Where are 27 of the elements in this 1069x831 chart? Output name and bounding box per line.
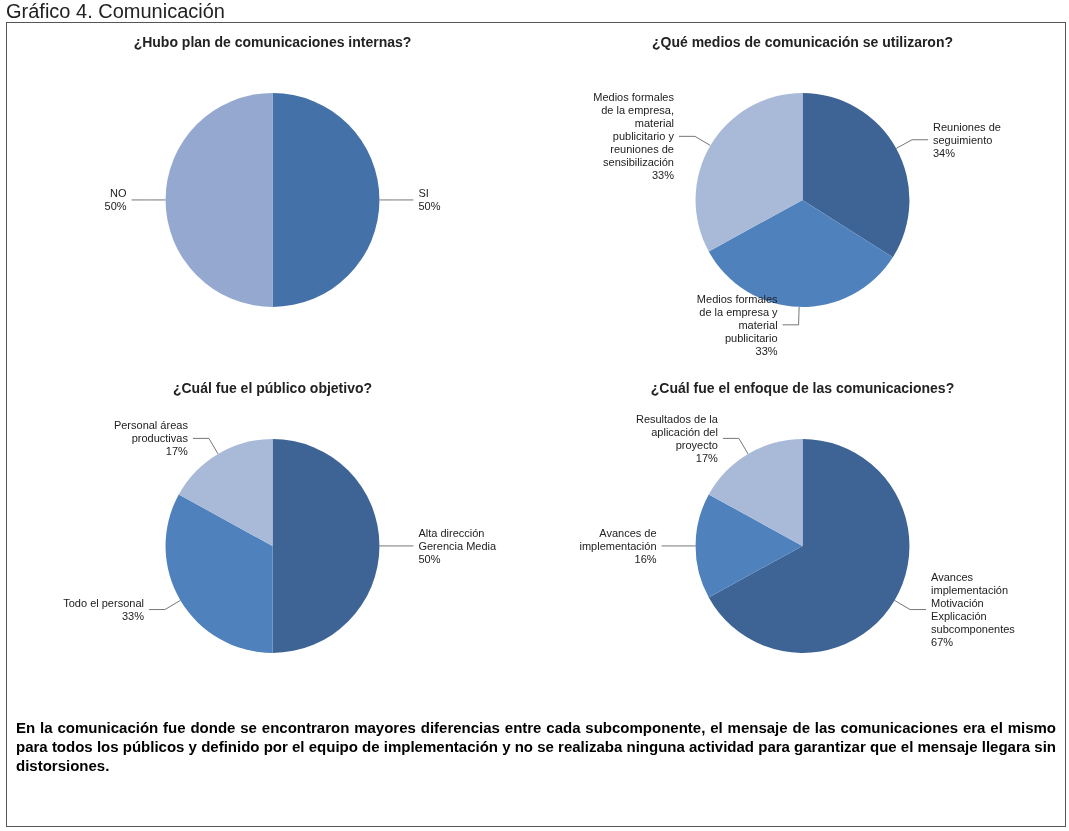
data-label: 33% [651,169,675,182]
data-label: 34% [932,146,956,159]
slice-label: Todo el personal [63,597,144,610]
slice-label: Personal áreas productivas [113,419,189,445]
slice-label: Avances de implementación [579,526,657,552]
data-label: 67% [931,636,954,649]
text: Gráfico 4. Comunicación [6,0,225,23]
slice-label: Resultados de la aplicación del proyecto [635,412,719,451]
chart-title: ¿Hubo plan de comunicaciones internas? [133,34,412,50]
slice-label: Avances implementación Motivación Explicación subcomponentes [931,571,1016,636]
data-label: 50% [418,200,441,213]
chart-title: ¿Qué medios de comunicación se utilizaron? [651,34,954,50]
slice-label: Alta dirección Gerencia Media [418,526,497,552]
slice-label: Reuniones de seguimiento [932,120,1001,146]
data-label: 50% [418,552,441,565]
data-label: 17% [695,451,719,464]
slice-label: SI [418,187,429,200]
data-label: 33% [755,344,778,357]
data-label: 17% [165,445,189,458]
slice-label: Medios formales de la empresa, material publicitario y reuniones de sensibilización [593,91,675,169]
data-label: 33% [121,610,145,623]
chart-title: ¿Cuál fue el enfoque de las comunicaciones? [650,380,955,396]
data-label: 16% [634,552,657,565]
data-label: 50% [104,200,127,213]
text: En la comunicación fue donde se encontraron mayores diferencias entre cada subcomponente, el mensaje de las comunicaciones era el mismo para todos los públicos y definido por el equipo de implementación y no se realizaba ninguna actividad para garantizar que el mensaje llegara sin distorsiones. [16,718,1056,775]
chart-title: ¿Cuál fue el público objetivo? [172,380,373,396]
slice-label: NO [110,187,127,200]
